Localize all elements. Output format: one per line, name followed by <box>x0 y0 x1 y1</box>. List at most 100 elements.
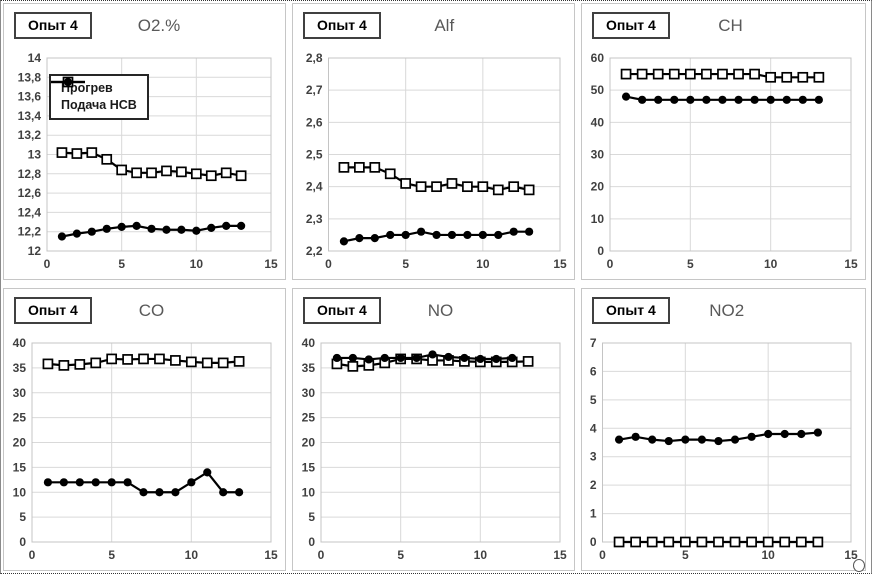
y-tick-label: 40 <box>302 336 316 350</box>
series-marker-podacha-nsv <box>162 225 171 234</box>
series-marker-progrev <box>717 68 728 80</box>
y-tick-label: 12,2 <box>18 225 42 239</box>
series-marker-podacha-nsv <box>664 436 673 446</box>
series-marker-podacha-nsv <box>614 435 624 444</box>
y-tick-label: 2,6 <box>306 115 323 129</box>
series-marker-podacha-nsv <box>222 221 231 231</box>
series-marker-podacha-nsv <box>355 234 364 243</box>
y-tick-label: 0 <box>308 535 315 549</box>
y-tick-label: 13,2 <box>18 128 42 142</box>
y-tick-label: 5 <box>590 393 597 407</box>
series-marker-progrev <box>462 181 473 193</box>
plot-area: 2,2 2,3 2,4 2,5 2,6 2,7 2,8 0 5 10 15 <box>306 51 567 271</box>
y-tick-label: 30 <box>13 386 27 400</box>
series-marker-progrev <box>765 71 777 83</box>
series-marker-progrev <box>508 181 520 193</box>
series-marker-progrev <box>431 181 442 193</box>
series-marker-progrev <box>190 168 202 180</box>
series-marker-podacha-nsv <box>447 230 457 240</box>
x-tick-label: 0 <box>325 257 332 271</box>
series-marker-progrev <box>668 68 680 80</box>
y-tick-label: 12 <box>28 244 42 258</box>
y-tick-label: 0 <box>19 535 26 549</box>
y-tick-label: 35 <box>13 361 27 375</box>
series-marker-podacha-nsv <box>638 95 647 104</box>
series-marker-progrev <box>161 165 172 177</box>
y-tick-label: 2,4 <box>306 180 323 194</box>
series-marker-podacha-nsv <box>508 353 517 363</box>
x-tick-label: 5 <box>687 257 694 271</box>
series-marker-podacha-nsv <box>428 350 437 359</box>
series-marker-progrev <box>646 536 658 548</box>
series-marker-progrev <box>369 162 381 173</box>
legend: Прогрев Подача НСВ <box>49 74 149 120</box>
experiment-badge: Опыт 4 <box>303 297 381 324</box>
series-marker-progrev <box>106 353 118 365</box>
series-marker-podacha-nsv <box>43 478 53 487</box>
series-marker-podacha-nsv <box>780 429 789 439</box>
chart-panel-co: Опыт 4 CO 0 5 10 15 20 25 30 35 40 0 5 10 15 <box>3 288 286 571</box>
y-tick-label: 0 <box>597 244 604 258</box>
series-marker-podacha-nsv <box>654 95 663 104</box>
y-tick-label: 20 <box>591 180 605 194</box>
y-tick-label: 12,6 <box>18 186 42 200</box>
series-marker-progrev <box>779 536 791 548</box>
series-marker-podacha-nsv <box>648 435 657 444</box>
series-marker-podacha-nsv <box>207 223 216 232</box>
series-marker-progrev <box>176 166 187 178</box>
series-marker-progrev <box>384 168 396 180</box>
series-marker-progrev <box>797 71 809 83</box>
series-marker-podacha-nsv <box>747 432 756 441</box>
series-marker-progrev <box>652 68 664 80</box>
series-marker-progrev <box>138 353 149 365</box>
series-marker-podacha-nsv <box>621 92 631 101</box>
series-marker-progrev <box>492 184 504 196</box>
x-tick-label: 15 <box>844 548 858 562</box>
series-marker-podacha-nsv <box>339 237 349 246</box>
series-marker-podacha-nsv <box>117 222 126 231</box>
y-tick-label: 12,4 <box>18 205 42 219</box>
x-tick-label: 15 <box>264 257 278 271</box>
x-tick-label: 5 <box>108 548 115 562</box>
series-marker-progrev <box>684 68 696 80</box>
series-marker-podacha-nsv <box>155 488 164 497</box>
series-marker-podacha-nsv <box>72 229 81 238</box>
x-tick-label: 15 <box>553 257 567 271</box>
series-marker-progrev <box>122 354 133 365</box>
y-tick-label: 15 <box>13 460 27 474</box>
y-tick-label: 2,5 <box>306 148 323 162</box>
x-tick-label: 0 <box>599 548 606 562</box>
y-tick-label: 5 <box>308 510 315 524</box>
x-tick-label: 15 <box>264 548 278 562</box>
series-marker-podacha-nsv <box>681 435 690 444</box>
y-tick-label: 60 <box>591 51 605 65</box>
series-marker-podacha-nsv <box>494 230 503 240</box>
series-marker-progrev <box>636 68 648 80</box>
x-tick-label: 5 <box>682 548 689 562</box>
y-tick-label: 15 <box>302 460 316 474</box>
legend-label: Прогрев <box>61 81 113 95</box>
series-marker-podacha-nsv <box>219 488 228 497</box>
series-marker-progrev <box>613 536 625 548</box>
y-tick-label: 30 <box>302 386 316 400</box>
series-marker-podacha-nsv <box>417 227 426 236</box>
experiment-badge: Опыт 4 <box>14 297 92 324</box>
series-marker-progrev <box>713 536 724 548</box>
series-marker-progrev <box>201 357 213 369</box>
legend-label: Подача НСВ <box>61 98 137 112</box>
y-tick-label: 3 <box>590 450 597 464</box>
series-marker-progrev <box>663 536 675 548</box>
series-marker-progrev <box>235 170 247 182</box>
chart-title: NO2 <box>709 301 745 320</box>
series-marker-podacha-nsv <box>460 353 469 363</box>
series-marker-progrev <box>42 358 54 370</box>
y-tick-label: 13,8 <box>18 70 42 84</box>
series-marker-podacha-nsv <box>87 227 96 236</box>
y-tick-label: 40 <box>591 115 605 129</box>
series-marker-podacha-nsv <box>235 488 244 497</box>
series-marker-progrev <box>170 355 181 366</box>
y-tick-label: 2 <box>590 478 597 492</box>
chart-panel-no: Опыт 4 NO 0 5 10 15 20 25 30 35 40 0 5 10 15 <box>292 288 575 571</box>
y-tick-label: 0 <box>590 535 597 549</box>
y-tick-label: 2,3 <box>306 212 323 226</box>
